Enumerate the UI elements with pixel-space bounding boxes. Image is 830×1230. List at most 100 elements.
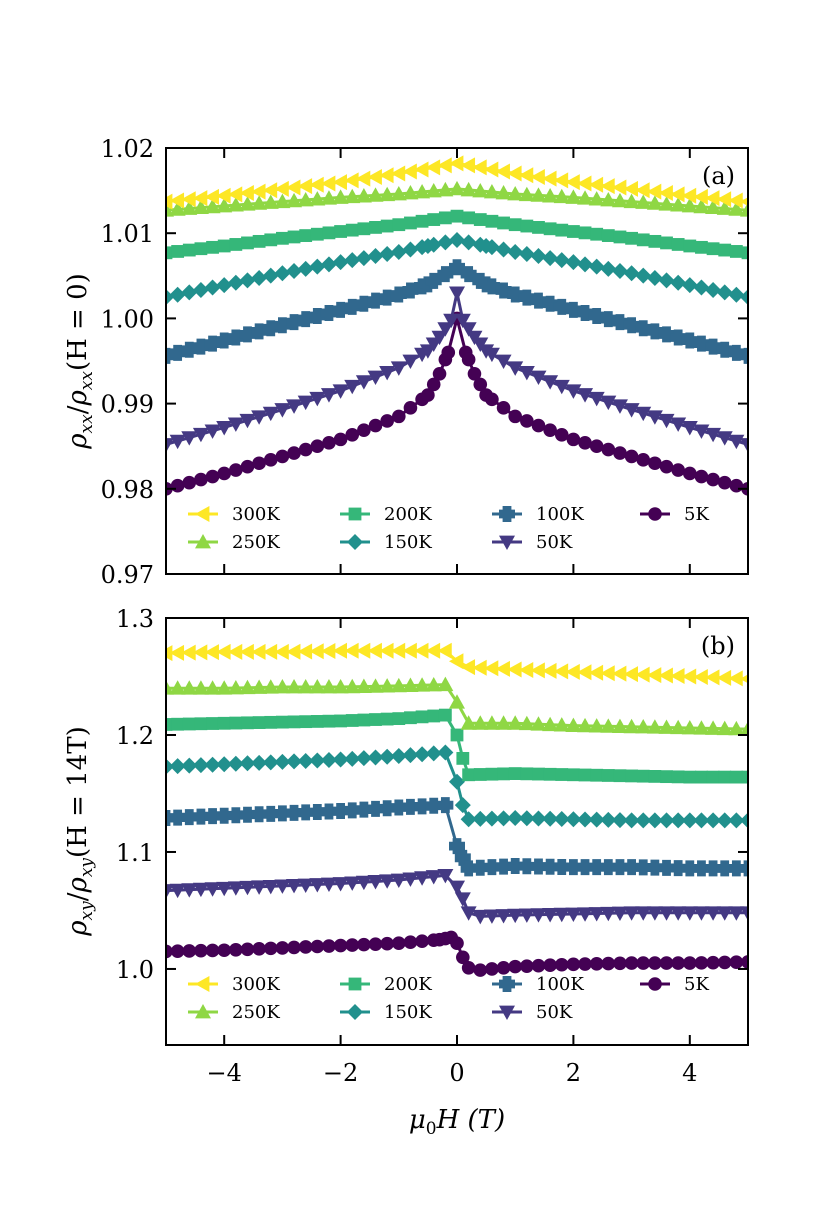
series-5K-point bbox=[310, 939, 325, 954]
series-150K-point bbox=[320, 752, 337, 769]
series-300K-point bbox=[414, 642, 429, 659]
series-300K-point bbox=[425, 159, 441, 176]
series-200K-point bbox=[590, 768, 604, 782]
series-150K-point bbox=[437, 744, 454, 761]
series-150K-point bbox=[670, 274, 687, 291]
series-250K-point bbox=[530, 187, 547, 202]
series-150K-point bbox=[681, 277, 698, 294]
series-250K-point bbox=[693, 720, 710, 735]
series-5K-point bbox=[671, 956, 685, 970]
series-5K-point bbox=[182, 475, 197, 490]
series-250K-point bbox=[681, 197, 698, 213]
series-5K-point bbox=[170, 944, 185, 958]
series-250K-point bbox=[379, 678, 396, 693]
series-200K-point bbox=[171, 245, 185, 258]
series-150K-point bbox=[332, 254, 349, 271]
series-200K-point bbox=[718, 770, 732, 784]
series-300K-point bbox=[553, 663, 569, 680]
series-5K-point bbox=[624, 956, 639, 970]
series-200K-point bbox=[741, 770, 748, 784]
legend-marker bbox=[195, 1004, 211, 1019]
series-300K-point bbox=[658, 184, 673, 201]
series-200K-point bbox=[217, 239, 231, 253]
series-5K-point bbox=[357, 937, 371, 952]
series-5K-point bbox=[322, 939, 336, 953]
series-300K-point bbox=[216, 643, 231, 660]
series-50K-point bbox=[565, 384, 582, 399]
y-tick-label: 1.00 bbox=[101, 305, 154, 333]
series-300K-point bbox=[705, 190, 720, 207]
series-300K-point bbox=[449, 653, 464, 670]
series-250K-point bbox=[262, 679, 279, 694]
series-200K-point bbox=[427, 709, 441, 723]
series-250K-point bbox=[425, 676, 442, 692]
series-50K-point bbox=[437, 322, 454, 337]
series-200K-point bbox=[380, 712, 394, 726]
series-50K-point bbox=[588, 907, 605, 922]
series-150K-point bbox=[297, 752, 314, 769]
series-150K-point bbox=[530, 810, 547, 827]
series-150K-point bbox=[169, 286, 186, 303]
series-150K-point bbox=[181, 757, 198, 774]
series-150K-point bbox=[705, 281, 722, 298]
series-250K-point bbox=[518, 186, 535, 202]
series-250K-point bbox=[332, 189, 349, 204]
series-200K-point bbox=[380, 219, 394, 233]
series-200K-point bbox=[567, 225, 580, 238]
series-50K-point bbox=[437, 868, 454, 884]
series-250K-point bbox=[577, 190, 594, 205]
series-50K-point bbox=[705, 906, 722, 921]
series-200K-point bbox=[567, 768, 580, 782]
series-5K-point bbox=[520, 414, 534, 428]
series-50K-point bbox=[740, 438, 748, 453]
series-150K-point bbox=[216, 756, 233, 773]
series-200K-point bbox=[357, 222, 371, 236]
legend-item-150K: 150K bbox=[340, 532, 432, 553]
series-200K-point bbox=[660, 770, 673, 784]
series-150K-point bbox=[425, 745, 442, 762]
series-250K-point bbox=[239, 196, 256, 211]
series-50K-point bbox=[390, 361, 407, 376]
series-150K-point bbox=[297, 260, 314, 277]
legend-label: 50K bbox=[536, 532, 573, 553]
series-50K-point bbox=[286, 399, 303, 414]
series-250K-point bbox=[309, 191, 326, 206]
series-5K-point bbox=[520, 959, 534, 973]
series-50K-point bbox=[472, 909, 489, 925]
legend-item-50K: 50K bbox=[492, 532, 573, 553]
series-200K-point bbox=[206, 240, 219, 254]
series-300K-point bbox=[204, 644, 219, 661]
series-5K-point bbox=[322, 435, 336, 450]
series-300K-markers bbox=[166, 642, 748, 687]
series-250K-point bbox=[728, 720, 745, 736]
series-200K-point bbox=[194, 242, 208, 256]
series-250K-point bbox=[414, 183, 431, 199]
series-200K-point bbox=[520, 767, 534, 781]
series-200K-point bbox=[683, 239, 697, 253]
legend-label: 300K bbox=[232, 974, 280, 995]
series-5K-point bbox=[531, 418, 546, 433]
panel-a-ylabel: ρxx/ρxx(H = 0) bbox=[63, 273, 97, 450]
series-200K-point bbox=[450, 728, 464, 742]
legend-label: 250K bbox=[232, 1002, 280, 1023]
series-200K-markers bbox=[166, 708, 748, 784]
series-300K-point bbox=[611, 665, 627, 682]
series-200K-point bbox=[590, 227, 604, 241]
series-200K-point bbox=[683, 770, 697, 784]
series-300K-point bbox=[166, 193, 173, 210]
series-250K-point bbox=[553, 188, 570, 204]
series-250K-point bbox=[623, 193, 640, 209]
y-tick-label: 1.01 bbox=[101, 220, 154, 248]
series-50K-point bbox=[454, 313, 471, 329]
series-50K-point bbox=[635, 906, 652, 921]
series-50K-point bbox=[577, 907, 594, 922]
series-300K-point bbox=[425, 642, 441, 659]
series-300K-point bbox=[588, 176, 604, 193]
series-250K-point bbox=[297, 191, 314, 207]
y-tick-label: 1.3 bbox=[116, 605, 154, 633]
series-5K-point bbox=[205, 469, 220, 484]
series-50K-point bbox=[262, 879, 279, 895]
series-5K-point bbox=[659, 956, 674, 970]
series-5K-point bbox=[729, 478, 744, 493]
series-150K-point bbox=[611, 812, 628, 829]
